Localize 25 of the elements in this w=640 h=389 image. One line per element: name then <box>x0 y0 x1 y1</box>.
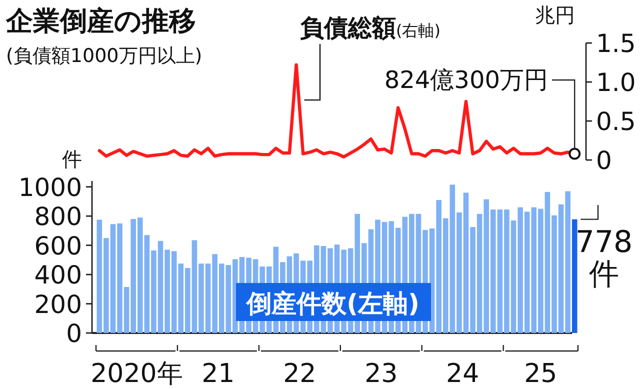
x-tick-label: 25 <box>524 359 558 389</box>
series-label: 負債総額(右軸) <box>300 14 440 42</box>
y-axis-title: 兆円 <box>535 3 575 27</box>
y-tick-label: 0 <box>596 146 612 175</box>
y-tick-label: 0 <box>66 319 82 348</box>
y-tick-label: 0.5 <box>596 107 636 136</box>
y-tick-label: 1000 <box>18 172 82 202</box>
annotation: 778 件 <box>575 225 633 292</box>
series-label: 倒産件数(左軸) <box>246 289 420 318</box>
x-tick-label: 2020年 <box>90 359 183 389</box>
x-tick-label: 21 <box>202 359 235 389</box>
chart-title: 企業倒産の推移 <box>5 6 196 37</box>
y-tick-label: 1.5 <box>596 29 636 58</box>
y-tick-label: 200 <box>34 290 82 319</box>
annotation: 824億300万円 <box>384 66 548 94</box>
y-tick-label: 800 <box>34 202 82 232</box>
annotation: (負債額1000万円以上) <box>6 45 202 67</box>
y-axis-title: 件 <box>62 147 82 171</box>
x-tick-label: 22 <box>283 359 316 389</box>
bar <box>572 219 578 333</box>
y-tick-label: 600 <box>34 231 82 260</box>
x-tick-label: 23 <box>364 359 398 389</box>
y-tick-label: 400 <box>34 260 82 290</box>
y-tick-label: 1.0 <box>596 68 636 97</box>
x-tick-label: 24 <box>446 359 480 389</box>
